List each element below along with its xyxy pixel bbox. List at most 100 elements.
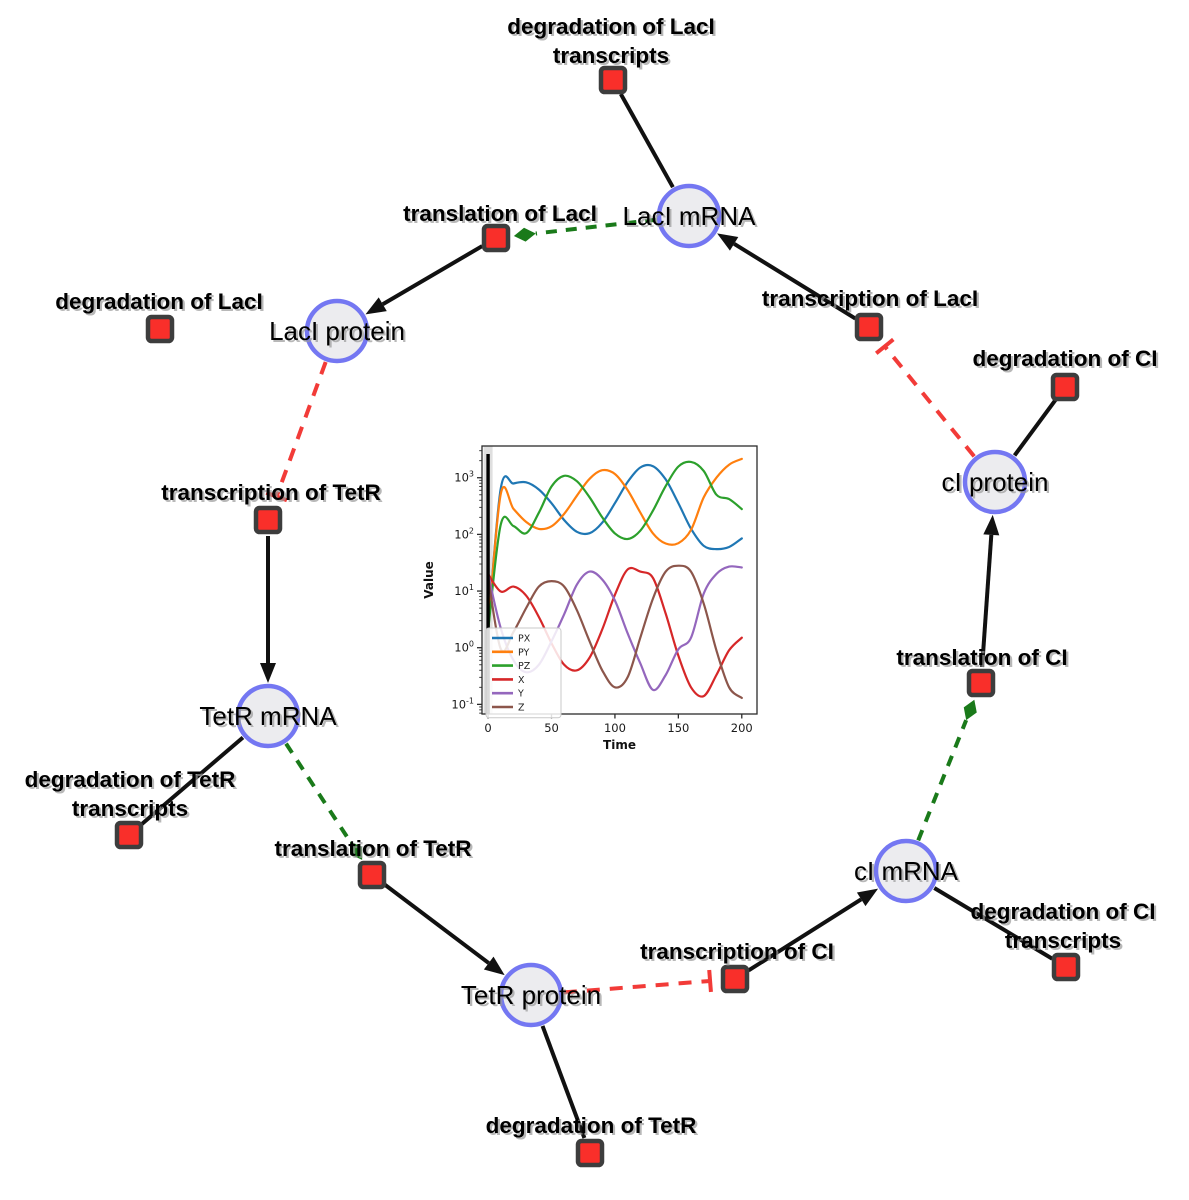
x-tick-label: 50 (544, 721, 559, 735)
reaction-node-tx-laci[interactable] (854, 312, 884, 342)
edge-tx-tetr-tetr-mrna (260, 536, 276, 683)
species-node-laci-mrna[interactable] (656, 183, 722, 249)
reaction-node-deg-laci[interactable] (145, 314, 175, 344)
edge-tl-tetr-tetr-prot (383, 883, 505, 976)
svg-text:transcripts: transcripts (72, 796, 188, 821)
svg-text:transcripts: transcripts (1005, 928, 1121, 953)
svg-text:degradation of CI: degradation of CI (973, 346, 1158, 371)
reaction-node-deg-tetr[interactable] (575, 1138, 605, 1168)
svg-text:transcription of TetR: transcription of TetR (163, 482, 383, 507)
species-node-ci-prot[interactable] (962, 449, 1028, 515)
svg-text:TetR mRNA: TetR mRNA (199, 701, 337, 731)
svg-text:cI protein: cI protein (944, 469, 1051, 499)
series-line-Z (487, 564, 743, 699)
reaction-node-tl-laci[interactable] (481, 223, 511, 253)
legend-label-X: X (518, 675, 525, 686)
svg-text:LacI mRNA: LacI mRNA (623, 201, 757, 231)
reaction-node-deg-tetr-tx[interactable] (114, 820, 144, 850)
svg-text:transcription of CI: transcription of CI (640, 939, 834, 964)
species-node-laci-prot[interactable] (304, 298, 370, 364)
legend-label-Y: Y (517, 689, 524, 700)
reaction-node-tx-ci[interactable] (720, 964, 750, 994)
svg-text:translation of LacI: translation of LacI (403, 201, 597, 226)
svg-text:degradation of LacI: degradation of LacI (55, 289, 263, 314)
svg-text:transcription of TetR: transcription of TetR (161, 480, 381, 505)
edge-tetr-prot-deg-tetr (540, 1025, 587, 1139)
edge-tetr-mrna-tl-tetr (284, 742, 363, 860)
x-tick-label: 150 (667, 721, 689, 735)
reaction-node-deg-ci-tx[interactable] (1051, 952, 1081, 982)
y-tick-label: 101 (454, 583, 474, 598)
svg-text:transcription of CI: transcription of CI (642, 941, 836, 966)
svg-text:degradation of CI: degradation of CI (971, 899, 1156, 924)
x-tick-label: 0 (484, 721, 491, 735)
svg-text:transcription of LacI: transcription of LacI (764, 288, 980, 313)
y-tick-label: 102 (454, 526, 474, 541)
edge-tetr-mrna-deg-tetr-tx (139, 735, 245, 827)
inset-simulation-plot: 10-1 100 101 102 103 0 50 100 150 200 Time Value PX P… (420, 430, 788, 778)
svg-text:translation of TetR: translation of TetR (277, 838, 474, 863)
legend-label-PZ: PZ (518, 661, 531, 672)
svg-text:degradation of LacI: degradation of LacI (57, 291, 265, 316)
svg-text:degradation of LacI: degradation of LacI (509, 16, 717, 41)
axes-frame (481, 445, 758, 715)
nodes-layer (114, 65, 1081, 1168)
edge-laci-mrna-deg-laci-tx (619, 92, 675, 189)
svg-text:LacI mRNA: LacI mRNA (625, 203, 759, 233)
svg-text:cI mRNA: cI mRNA (854, 856, 959, 886)
species-node-tetr-prot[interactable] (498, 962, 564, 1028)
reaction-node-deg-ci[interactable] (1050, 372, 1080, 402)
x-tick-label: 200 (731, 721, 753, 735)
svg-text:translation of CI: translation of CI (896, 645, 1067, 670)
svg-text:transcripts: transcripts (74, 798, 190, 823)
series-line-PY (487, 457, 743, 632)
reaction-node-tx-tetr[interactable] (253, 505, 283, 535)
species-node-ci-mrna[interactable] (873, 838, 939, 904)
edge-tx-ci-ci-mrna (747, 888, 879, 973)
legend-label-PY: PY (518, 647, 530, 658)
y-tick-label: 10-1 (451, 696, 474, 711)
svg-text:translation of CI: translation of CI (899, 647, 1070, 672)
legend-label-Z: Z (518, 703, 525, 714)
svg-text:degradation of TetR: degradation of TetR (488, 1115, 699, 1140)
species-node-tetr-mrna[interactable] (235, 683, 301, 749)
edge-laci-mrna-tl-laci (513, 217, 657, 242)
series-line-PX (487, 463, 743, 632)
reaction-node-tl-tetr[interactable] (357, 860, 387, 890)
svg-text:degradation of CI: degradation of CI (973, 901, 1158, 926)
svg-text:cI protein: cI protein (942, 467, 1049, 497)
reaction-node-tl-ci[interactable] (966, 668, 996, 698)
svg-text:LacI protein: LacI protein (269, 316, 405, 346)
legend-label-PX: PX (518, 634, 531, 645)
svg-text:degradation of TetR: degradation of TetR (25, 767, 236, 792)
reaction-node-deg-laci-tx[interactable] (598, 65, 628, 95)
svg-text:degradation of CI: degradation of CI (975, 348, 1160, 373)
svg-text:TetR protein: TetR protein (463, 982, 603, 1012)
edge-ci-prot-tx-laci (874, 337, 976, 458)
edge-ci-prot-deg-ci (1012, 398, 1058, 457)
svg-text:translation of TetR: translation of TetR (274, 836, 471, 861)
edge-tetr-prot-tx-ci (563, 969, 713, 995)
svg-text:transcripts: transcripts (1007, 930, 1123, 955)
svg-text:TetR mRNA: TetR mRNA (202, 703, 340, 733)
